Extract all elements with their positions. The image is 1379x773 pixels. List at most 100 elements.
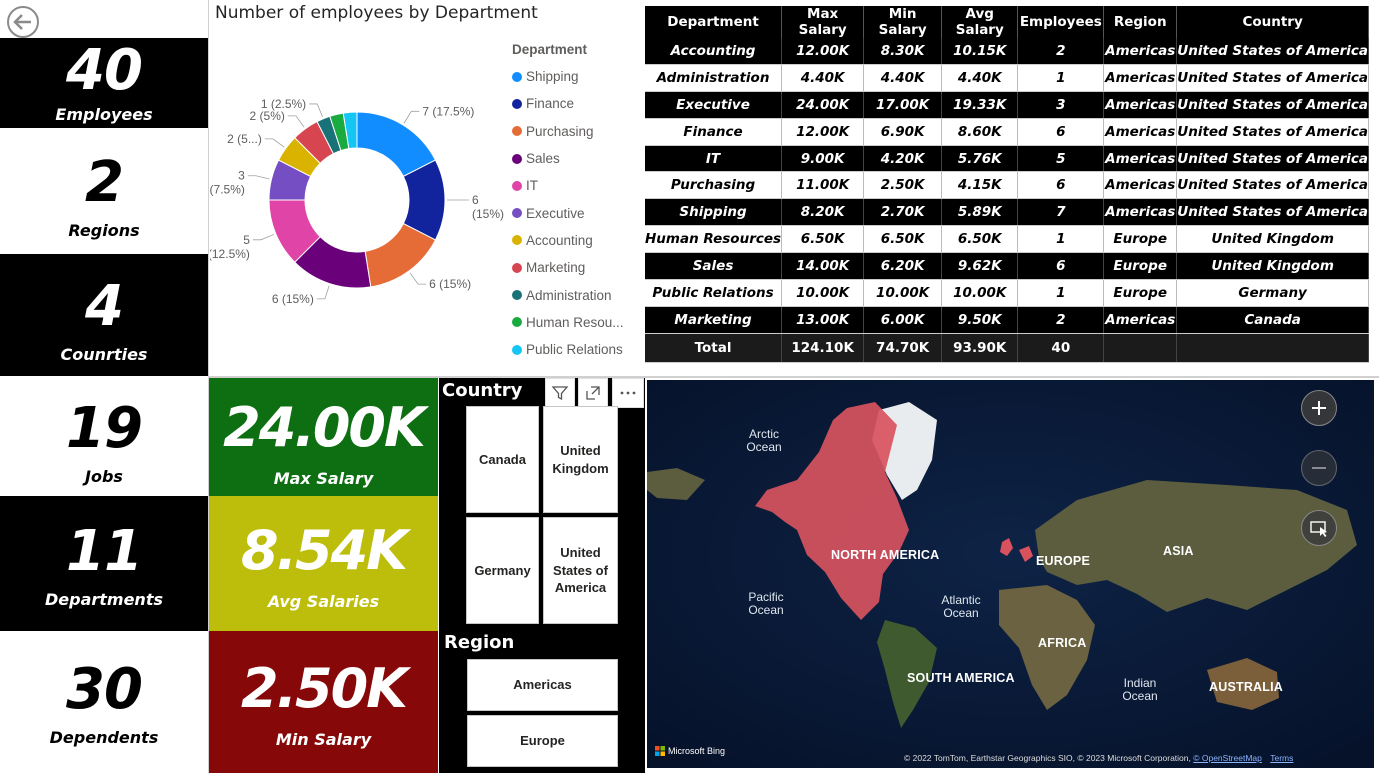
table-cell: 1 [1017,64,1105,92]
legend-item[interactable]: Finance [512,90,624,117]
table-row[interactable]: Shipping 8.20K 2.70K 5.89K 7 Americas United S… [645,198,1369,227]
total-cell: 74.70K [863,333,943,363]
table-row[interactable]: Purchasing 11.00K 2.50K 4.15K 6 Americas Unite… [645,171,1369,200]
legend-item[interactable]: Administration [512,281,624,308]
label-leader-line [316,285,330,300]
table-cell: 9.50K [941,306,1019,334]
tile-label: United States of America [553,545,608,596]
data-label: 3 [238,169,245,183]
department-donut-chart[interactable]: 7 (17.5%) 6(15%) 6 (15%) 6 (15%) 5(12.5%) 3(7… [210,40,510,340]
column-header[interactable]: Avg Salary [941,6,1019,38]
map-label-continent: EUROPE [1036,554,1090,568]
table-row[interactable]: Accounting 12.00K 8.30K 10.15K 2 Americas Unit… [645,38,1369,65]
more-options-button[interactable] [612,378,644,408]
table-row[interactable]: Public Relations 10.00K 10.00K 10.00K 1 Europ… [645,279,1369,307]
data-label: 6 (15%) [272,292,314,306]
total-cell: 124.10K [781,333,865,363]
map-attribution: © 2022 TomTom, Earthstar Geographics SIO… [904,753,1293,763]
table-cell: 14.00K [781,252,865,281]
legend-item[interactable]: Purchasing [512,118,624,145]
table-cell: Americas [1103,118,1178,146]
region-slicer-title: Region [444,632,515,653]
back-button[interactable] [6,5,40,39]
zoom-in-button[interactable] [1301,390,1337,426]
country-tile-united-states[interactable]: United States of America [543,517,618,624]
legend-item[interactable]: Accounting [512,227,624,254]
legend-label: Marketing [526,260,586,276]
kpi-value: 30 [66,656,143,722]
table-cell: Finance [645,118,783,146]
focus-mode-button[interactable] [578,378,608,408]
column-header[interactable]: Max Salary [781,6,865,38]
table-row[interactable]: Finance 12.00K 6.90K 8.60K 6 Americas United S… [645,118,1369,146]
minus-icon [1312,467,1326,469]
legend-marker [512,344,522,355]
table-cell: 2 [1017,306,1105,334]
region-tile-europe[interactable]: Europe [467,715,618,767]
country-tile-canada[interactable]: Canada [466,406,539,513]
filter-button[interactable] [545,378,575,408]
map-label-continent: SOUTH AMERICA [907,671,1015,685]
legend-item[interactable]: Sales [512,145,624,172]
tile-label: Germany [474,562,531,578]
legend-marker [512,262,522,273]
osm-link[interactable]: © OpenStreetMap [1193,753,1262,763]
zoom-out-button[interactable] [1301,450,1337,486]
table-cell: Americas [1103,171,1178,200]
kpi-value: 19 [66,395,143,461]
legend-item[interactable]: Human Resou... [512,309,624,336]
table-cell: 10.15K [941,38,1019,65]
table-row[interactable]: IT 9.00K 4.20K 5.76K 5 Americas United States … [645,145,1369,173]
table-row[interactable]: Human Resources 6.50K 6.50K 6.50K 1 Europe Uni… [645,225,1369,254]
column-header[interactable]: Min Salary [863,6,943,38]
table-row[interactable]: Executive 24.00K 17.00K 19.33K 3 Americas Unit… [645,91,1369,119]
kpi-regions: 2 Regions [0,128,208,254]
column-header[interactable]: Country [1176,6,1369,38]
table-cell: 7 [1017,198,1105,227]
label-leader-line [309,103,323,118]
map-select-button[interactable] [1301,510,1337,546]
table-cell: 1 [1017,279,1105,307]
table-cell: 2 [1017,38,1105,65]
table-row[interactable]: Sales 14.00K 6.20K 9.62K 6 Europe United Kingd… [645,252,1369,281]
table-cell: 5.76K [941,145,1019,173]
selection-cursor-icon [1310,521,1327,537]
region-tile-americas[interactable]: Americas [467,659,618,711]
legend-marker [512,71,522,82]
legend-item[interactable]: Executive [512,199,624,226]
table-cell: Americas [1103,91,1178,119]
table-cell: 6 [1017,118,1105,146]
table-cell: Americas [1103,145,1178,173]
column-header[interactable]: Region [1103,6,1178,38]
filter-icon [551,386,569,401]
table-cell: United States of America [1176,91,1369,119]
country-tile-united-kingdom[interactable]: United Kingdom [543,406,618,513]
terms-link[interactable]: Terms [1270,753,1294,763]
label-leader-line [287,115,305,128]
country-tile-germany[interactable]: Germany [466,517,539,624]
world-map[interactable]: Arctic Ocean Pacific Ocean Atlantic Ocea… [647,380,1374,768]
data-label: 5 [243,233,250,247]
table-cell: Americas [1103,306,1178,334]
data-label: 7 (17.5%) [422,104,474,118]
kpi-value: 40 [66,37,143,103]
column-header[interactable]: Employees [1017,6,1105,38]
column-header[interactable]: Department [645,6,783,38]
avg-salary-label: Avg Salaries [267,592,380,611]
donut-slice[interactable] [342,111,358,150]
table-cell: Administration [645,64,783,92]
table-row[interactable]: Marketing 13.00K 6.00K 9.50K 2 Americas Canada [645,306,1369,334]
table-cell: 6.00K [863,306,943,334]
max-salary-card: 24.00K Max Salary [209,378,438,496]
table-row[interactable]: Administration 4.40K 4.40K 4.40K 1 Americas Un… [645,64,1369,92]
legend-item[interactable]: Shipping [512,63,624,90]
legend-item[interactable]: IT [512,172,624,199]
legend-item[interactable]: Public Relations [512,336,624,363]
attribution-text: © 2022 TomTom, Earthstar Geographics SIO… [904,753,1191,763]
legend-label: Administration [526,287,612,303]
legend-item[interactable]: Marketing [512,254,624,281]
table-cell: 2.50K [863,171,943,200]
data-label: (7.5%) [210,183,245,197]
total-row: Total 124.10K 74.70K 93.90K 40 [645,333,1369,363]
kpi-value: 11 [66,519,143,584]
